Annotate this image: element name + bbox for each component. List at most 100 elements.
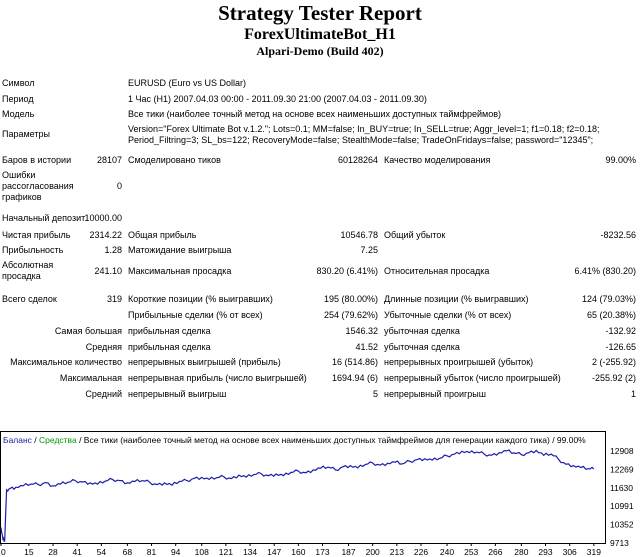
x-tick-label: 240: [440, 547, 454, 557]
model-value: Все тики (наиболее точный метод на основ…: [128, 109, 501, 119]
deposit-label: Начальный депозит: [2, 213, 86, 223]
max-cons-profit-value: 1694.94 (6): [331, 373, 378, 383]
x-tick-label: 319: [587, 547, 601, 557]
max-drawdown-value: 830.20 (6.41%): [316, 266, 378, 276]
x-tick-label: 266: [488, 547, 502, 557]
x-tick-label: 68: [123, 547, 133, 557]
bot-name: ForexUltimateBot_H1: [244, 26, 396, 43]
x-tick-label: 226: [414, 547, 428, 557]
x-tick-label: 147: [267, 547, 281, 557]
largest-label: Самая большая: [54, 326, 122, 336]
deposit-value: 10000.00: [84, 213, 122, 223]
x-tick-label: 121: [219, 547, 233, 557]
profit-trades-value: 254 (79.62%): [323, 310, 378, 320]
x-tick-label: 41: [72, 547, 82, 557]
x-tick-label: 134: [243, 547, 257, 557]
x-tick-label: 306: [563, 547, 577, 557]
abs-drawdown-label-2: просадка: [2, 271, 41, 281]
x-tick-label: 81: [147, 547, 157, 557]
x-tick-label: 54: [97, 547, 107, 557]
x-tick-label: 15: [24, 547, 34, 557]
y-tick-label: 12908: [610, 446, 634, 456]
net-profit-label: Чистая прибыль: [2, 230, 71, 240]
abs-drawdown-label-1: Абсолютная: [2, 260, 54, 270]
period-value: 1 Час (H1) 2007.04.03 00:00 - 2011.09.30…: [128, 94, 427, 104]
model-label: Модель: [2, 109, 35, 119]
max-cons-wins-label: непрерывных выигрышей (прибыль): [128, 357, 281, 367]
y-tick-label: 9713: [610, 538, 629, 548]
chart-legend: Баланс / Средства / Все тики (наиболее т…: [3, 435, 586, 445]
avg-cons-wins-value: 5: [372, 389, 378, 399]
average-loss-label: убыточная сделка: [384, 342, 460, 352]
total-trades-value: 319: [106, 294, 122, 304]
x-tick-label: 94: [171, 547, 181, 557]
legend-description: / Все тики (наиболее точный метод на осн…: [77, 435, 586, 445]
short-positions-value: 195 (80.00%): [323, 294, 378, 304]
quality-label: Качество моделирования: [384, 155, 491, 165]
y-tick-label: 10352: [610, 520, 634, 530]
profit-factor-label: Прибыльность: [2, 245, 64, 255]
ticks-value: 60128264: [337, 155, 378, 165]
bars-value: 28107: [96, 155, 122, 165]
largest-profit-value: 1546.32: [345, 326, 378, 336]
errors-label-2: рассогласования: [2, 181, 74, 191]
balance-chart: Баланс / Средства / Все тики (наиболее т…: [0, 431, 634, 557]
gross-profit-value: 10546.78: [340, 230, 378, 240]
x-tick-label: 108: [195, 547, 209, 557]
period-label: Период: [2, 94, 34, 104]
loss-trades-label: Убыточные сделки (% от всех): [384, 310, 512, 320]
loss-trades-value: 65 (20.38%): [586, 310, 636, 320]
max-count-label: Максимальное количество: [10, 357, 122, 367]
largest-loss-value: -132.92: [605, 326, 636, 336]
largest-loss-label: убыточная сделка: [384, 326, 460, 336]
max-cons-profit-label: непрерывная прибыль (число выигрышей): [128, 373, 307, 383]
profit-factor-value: 1.28: [104, 245, 122, 255]
balance-series-line: [0, 449, 595, 542]
symbol-label: Символ: [2, 78, 35, 88]
gross-loss-value: -8232.56: [600, 230, 636, 240]
average-loss-value: -126.65: [605, 342, 636, 352]
maximal-label: Максимальная: [59, 373, 122, 383]
max-cons-loss-value: -255.92 (2): [591, 373, 636, 383]
avg-cons-label: Средний: [85, 389, 122, 399]
errors-label-3: графиков: [2, 192, 42, 202]
gross-profit-label: Общая прибыль: [128, 230, 197, 240]
legend-sep: /: [32, 435, 39, 445]
y-tick-label: 10991: [610, 501, 634, 511]
bars-label: Баров в истории: [2, 155, 72, 165]
errors-value: 0: [116, 181, 122, 191]
avg-cons-wins-label: непрерывный выигрыш: [128, 389, 227, 399]
average-profit-value: 41.52: [355, 342, 378, 352]
gross-loss-label: Общий убыток: [384, 230, 446, 240]
params-line-2: Period_Filtring=3; SL_bs=122; RecoveryMo…: [128, 135, 594, 145]
x-tick-label: 160: [291, 547, 305, 557]
total-trades-label: Всего сделок: [2, 294, 57, 304]
short-positions-label: Короткие позиции (% выигравших): [128, 294, 273, 304]
x-tick-label: 173: [315, 547, 329, 557]
ticks-label: Смоделировано тиков: [128, 155, 221, 165]
x-tick-label: 200: [366, 547, 380, 557]
long-positions-label: Длинные позиции (% выигравших): [384, 294, 529, 304]
legend-balance: Баланс: [3, 435, 33, 445]
x-tick-label: 280: [514, 547, 528, 557]
chart-frame: [0, 431, 606, 544]
max-cons-wins-value: 16 (514.86): [331, 357, 378, 367]
y-tick-label: 12269: [610, 464, 634, 474]
x-tick-label: 28: [48, 547, 58, 557]
abs-drawdown-value: 241.10: [94, 266, 122, 276]
long-positions-value: 124 (79.03%): [581, 294, 636, 304]
rel-drawdown-value: 6.41% (830.20): [574, 266, 636, 276]
quality-value: 99.00%: [605, 155, 636, 165]
avg-cons-losses-label: непрерывный проигрыш: [384, 389, 486, 399]
x-tick-label: 0: [1, 547, 6, 557]
params-line-1: Version="Forex Ultimate Bot v.1.2."; Lot…: [128, 124, 600, 134]
net-profit-value: 2314.22: [89, 230, 122, 240]
max-cons-losses-label: непрерывных проигрышей (убыток): [384, 357, 534, 367]
symbol-value: EURUSD (Euro vs US Dollar): [128, 78, 247, 88]
average-profit-label: прибыльная сделка: [128, 342, 211, 352]
x-tick-label: 187: [341, 547, 355, 557]
report-title: Strategy Tester Report: [218, 1, 422, 25]
expected-payoff-value: 7.25: [360, 245, 378, 255]
largest-profit-label: прибыльная сделка: [128, 326, 211, 336]
x-tick-label: 293: [538, 547, 552, 557]
